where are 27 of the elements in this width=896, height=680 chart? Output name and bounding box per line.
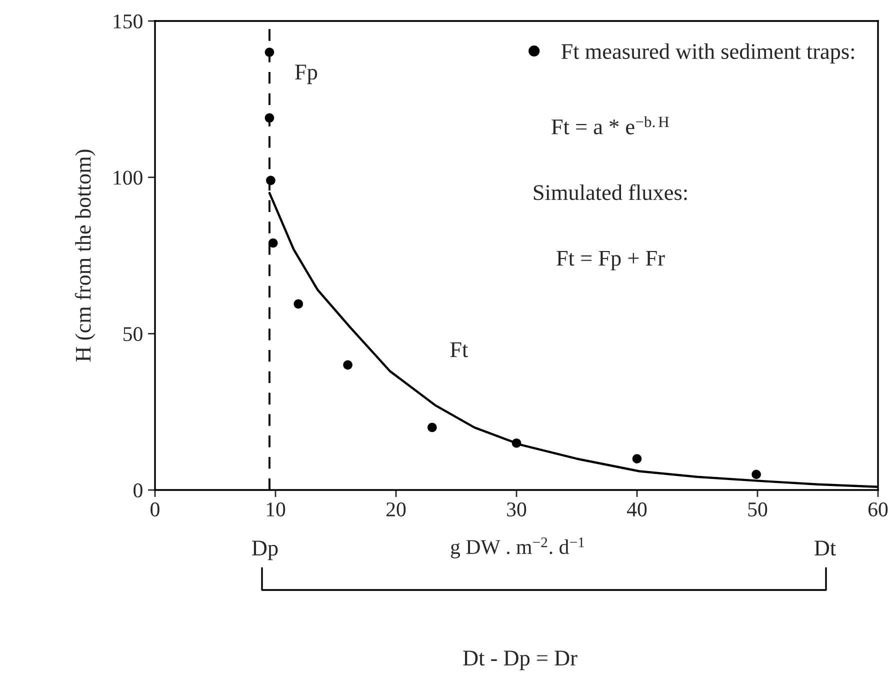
point [632, 454, 642, 464]
point [752, 470, 761, 480]
text: Dt [814, 540, 836, 556]
ref-line-label: Fp [295, 64, 318, 84]
x-axis-title: g DW . m$^{−2}$. d$^{−1}$ [450, 537, 584, 558]
annotation: Ft = Fp + Fr [556, 250, 665, 270]
text: Ft [450, 342, 468, 358]
y-tick-label: 100 [114, 170, 142, 185]
x-tick-label: 60 [868, 502, 888, 516]
annotation: Ft = a * e$^{−b.H}$ [552, 116, 669, 134]
x-tick-label: 20 [386, 502, 406, 516]
legend-label: Ft measured with sediment traps: [561, 43, 854, 64]
x-tick-label: 10 [266, 502, 286, 516]
y-tick-label: 0 [134, 483, 142, 498]
x-tick-label: 50 [748, 502, 768, 516]
point [343, 360, 352, 370]
annotation: Simulated fluxes: [534, 184, 687, 200]
point [427, 422, 437, 432]
x-tick-label: 30 [507, 502, 526, 516]
point [294, 299, 304, 309]
x-tick-label: 0 [150, 502, 160, 516]
text: Dt - Dp = Dr [463, 650, 578, 670]
y-axis-title: H (cm from the bottom) [74, 150, 96, 362]
text: Dp [252, 540, 278, 560]
x-tick-label: 40 [626, 502, 647, 516]
y-tick-label: 50 [124, 327, 142, 342]
y-tick-label: 150 [114, 14, 142, 28]
